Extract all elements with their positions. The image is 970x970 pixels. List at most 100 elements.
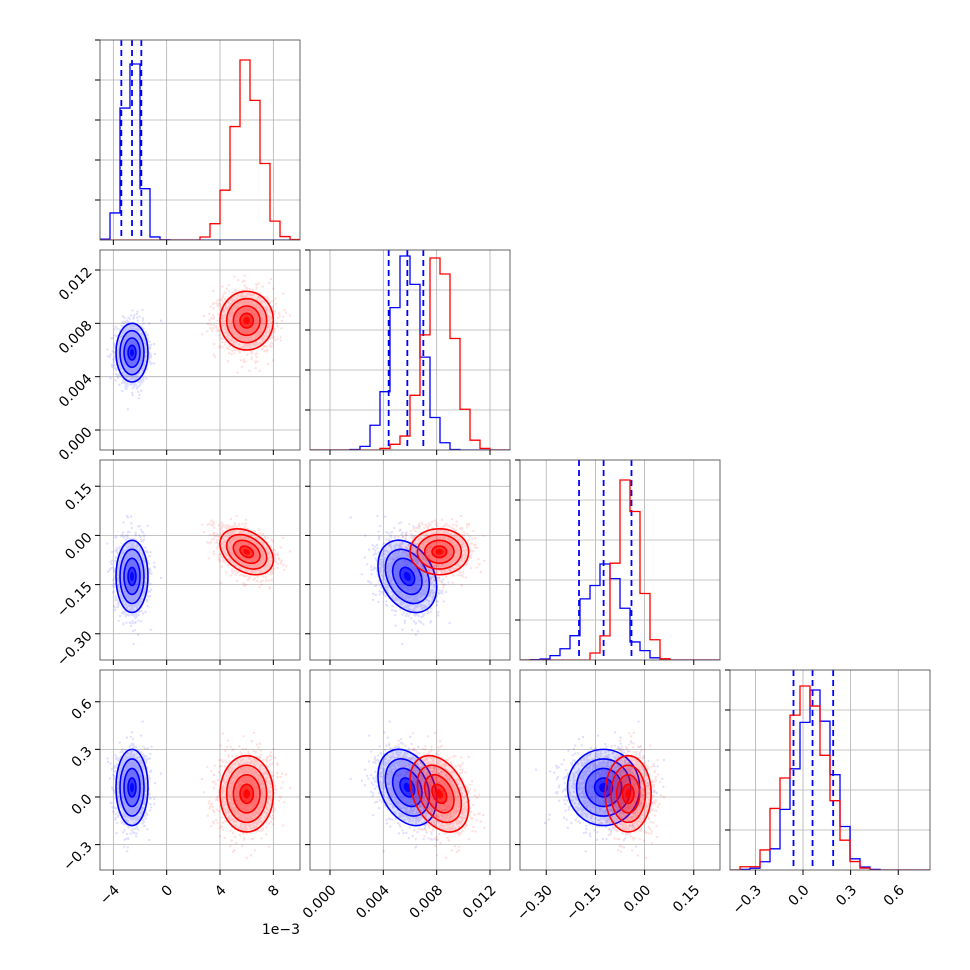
scatter-point	[128, 621, 131, 624]
scatter-point	[247, 336, 250, 340]
scatter-point	[237, 317, 240, 320]
scatter-point	[239, 329, 242, 332]
scatter-point	[132, 370, 136, 373]
scatter-point	[242, 330, 245, 334]
scatter-point	[130, 368, 133, 371]
scatter-point	[208, 318, 211, 322]
scatter-point	[129, 331, 132, 334]
scatter-point	[226, 308, 229, 311]
scatter-point	[139, 389, 143, 392]
scatter-point	[255, 313, 258, 316]
scatter-point	[263, 315, 266, 319]
scatter-point	[238, 327, 241, 331]
density-blue	[115, 322, 149, 383]
scatter-point	[243, 279, 246, 283]
scatter-point	[243, 329, 247, 333]
scatter-point	[146, 551, 149, 554]
scatter-point	[246, 345, 249, 348]
scatter-point	[118, 341, 121, 344]
scatter-point	[234, 569, 237, 573]
scatter-point	[134, 324, 137, 328]
scatter-point	[110, 363, 114, 367]
scatter-point	[118, 614, 122, 618]
scatter-point	[235, 314, 239, 317]
scatter-point	[246, 329, 249, 332]
scatter-point	[126, 345, 130, 348]
scatter-point	[267, 319, 271, 322]
scatter-point	[259, 311, 263, 315]
scatter-point	[125, 387, 128, 390]
scatter-point	[213, 342, 216, 346]
scatter-point	[269, 341, 273, 344]
scatter-point	[132, 383, 135, 387]
scatter-point	[258, 332, 261, 335]
scatter-point	[270, 538, 273, 541]
scatter-point	[139, 383, 142, 386]
scatter-point	[260, 323, 263, 326]
scatter-point	[218, 346, 221, 349]
scatter-point	[135, 374, 138, 377]
scatter-point	[233, 328, 236, 332]
scatter-point	[228, 313, 232, 316]
scatter-point	[247, 303, 251, 306]
scatter-point	[247, 299, 250, 303]
scatter-point	[142, 327, 145, 331]
scatter-point	[254, 342, 258, 345]
scatter-point	[232, 342, 235, 346]
scatter-point	[273, 339, 277, 342]
scatter-point	[127, 369, 131, 372]
scatter-point	[131, 363, 134, 366]
scatter-point	[140, 355, 144, 359]
scatter-point	[126, 534, 129, 537]
scatter-point	[253, 313, 256, 316]
scatter-point	[129, 325, 132, 329]
scatter-point	[137, 336, 141, 340]
scatter-point	[241, 345, 245, 349]
scatter-point	[129, 360, 133, 363]
scatter-point	[217, 345, 221, 348]
scatter-point	[149, 551, 152, 554]
scatter-point	[227, 319, 230, 322]
scatter-point	[252, 327, 256, 331]
scatter-point	[238, 351, 241, 354]
scatter-point	[142, 368, 145, 371]
scatter-point	[246, 309, 249, 313]
scatter-point	[131, 360, 135, 363]
scatter-point	[236, 320, 240, 324]
scatter-point	[221, 336, 224, 339]
scatter-point	[131, 620, 134, 623]
scatter-point	[240, 365, 244, 369]
scatter-point	[236, 322, 239, 326]
scatter-point	[213, 355, 217, 359]
scatter-point	[247, 307, 250, 311]
scatter-point	[130, 361, 133, 364]
scatter-point	[128, 361, 132, 364]
scatter-point	[208, 312, 211, 316]
scatter-point	[254, 316, 258, 319]
scatter-point	[217, 330, 221, 333]
scatter-point	[253, 313, 256, 316]
scatter-point	[136, 348, 139, 352]
scatter-point	[220, 297, 224, 300]
scatter-point	[240, 335, 243, 338]
scatter-point	[252, 311, 255, 315]
scatter-point	[239, 309, 242, 313]
scatter-point	[244, 309, 248, 312]
scatter-point	[127, 343, 131, 346]
scatter-point	[281, 292, 285, 295]
scatter-point	[131, 340, 135, 344]
scatter-point	[142, 376, 145, 379]
scatter-point	[265, 335, 268, 338]
scatter-point	[254, 320, 257, 323]
scatter-point	[134, 341, 137, 344]
scatter-point	[130, 624, 133, 627]
scatter-point	[238, 326, 241, 329]
scatter-point	[209, 327, 212, 330]
scatter-point	[129, 383, 132, 386]
scatter-point	[254, 311, 257, 314]
scatter-point	[255, 320, 258, 324]
scatter-point	[238, 350, 241, 353]
scatter-point	[135, 312, 139, 316]
scatter-point	[109, 376, 112, 380]
scatter-point	[268, 308, 272, 312]
